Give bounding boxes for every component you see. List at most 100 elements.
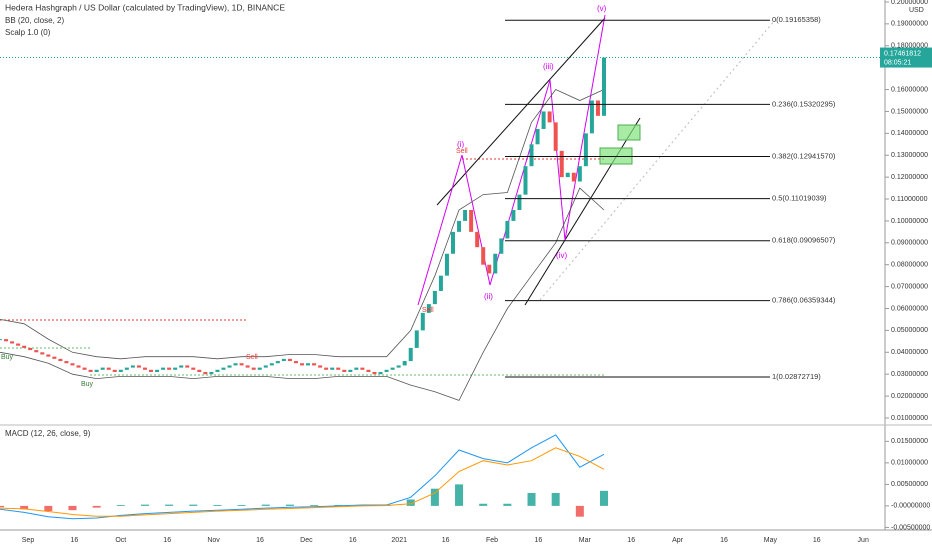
histogram-bar <box>213 505 222 506</box>
candle <box>559 150 564 178</box>
candle <box>16 343 21 346</box>
wave-label: (iii) <box>543 62 554 71</box>
candle <box>589 100 594 134</box>
candle <box>348 369 353 372</box>
y-tick-label: 0.15000000 <box>891 108 928 115</box>
histogram-bar <box>551 492 560 506</box>
candle <box>88 369 93 372</box>
candle <box>414 330 419 348</box>
candle <box>481 247 486 265</box>
fib-label: 0.786(0.06359344) <box>772 296 836 305</box>
histogram-bar <box>455 484 464 506</box>
candle <box>330 367 335 370</box>
y-tick-label: 0.16000000 <box>891 86 928 93</box>
candle <box>233 363 238 366</box>
candle <box>396 365 401 368</box>
candle <box>354 367 359 370</box>
candle <box>451 231 455 254</box>
candle <box>100 367 105 370</box>
x-tick-label: Nov <box>207 537 220 544</box>
candle <box>215 369 220 372</box>
candle <box>511 209 516 221</box>
histogram-bar <box>575 505 584 517</box>
candle <box>179 365 184 368</box>
candle <box>487 264 492 274</box>
candle <box>22 345 27 348</box>
sell-signal: Sell <box>456 148 468 155</box>
candle <box>499 238 504 254</box>
y2-tick-label: 0.00500000 <box>891 481 928 488</box>
candle <box>463 209 468 221</box>
bollinger-band <box>0 89 605 360</box>
y-tick-label: 0.03000000 <box>891 371 928 378</box>
candle <box>130 365 135 368</box>
candle <box>40 352 45 355</box>
x-tick-label: 16 <box>163 537 171 544</box>
wave-label: (i) <box>457 140 464 149</box>
histogram-bar <box>600 490 608 506</box>
y2-tick-label: 0.01000000 <box>891 460 928 467</box>
x-tick-label: Sep <box>22 537 35 544</box>
candle <box>287 358 292 362</box>
indicator-label: Scalp 1.0 (0) <box>5 28 51 37</box>
histogram-bar <box>20 505 29 510</box>
candle <box>209 371 214 375</box>
candle <box>275 361 280 364</box>
candle <box>136 365 141 368</box>
target-box <box>617 124 641 141</box>
fib-label: 0.5(0.11019039) <box>772 194 827 203</box>
histogram-bar <box>527 492 536 506</box>
candle <box>553 122 558 151</box>
candle <box>46 354 51 357</box>
candle <box>571 172 576 182</box>
y-tick-label: 0.04000000 <box>891 349 928 356</box>
candle <box>4 339 9 342</box>
candle <box>523 166 528 195</box>
candle <box>426 304 431 313</box>
x-tick-label: May <box>764 537 778 544</box>
candle <box>155 369 160 372</box>
candle <box>142 367 147 370</box>
x-tick-label: 16 <box>442 537 450 544</box>
macd-title: MACD (12, 26, close, 9) <box>5 429 91 438</box>
x-tick-label: 2021 <box>391 537 407 544</box>
y-tick-label: 0.02000000 <box>891 393 928 400</box>
candle <box>432 290 437 305</box>
currency: USD <box>909 7 924 14</box>
candle <box>197 369 202 372</box>
candle <box>239 363 244 366</box>
trend-line <box>539 19 776 301</box>
y-tick-label: 0.18000000 <box>891 43 928 50</box>
candle <box>149 369 153 372</box>
candle <box>529 144 534 167</box>
candle <box>94 369 99 372</box>
histogram-bar <box>261 504 270 506</box>
candle <box>70 363 75 366</box>
candle <box>457 220 462 232</box>
candle <box>269 363 274 366</box>
signal-line <box>0 447 605 517</box>
y2-tick-label: 0.01500000 <box>891 438 928 445</box>
candle <box>565 172 570 178</box>
y-tick-label: 0.01000000 <box>891 415 928 422</box>
y2-tick-label: -0.00000000 <box>891 503 930 510</box>
wave-labels: (i) (ii) (iii) (iv) (v) <box>457 4 607 301</box>
histogram-bar <box>0 505 4 508</box>
wave-label: (ii) <box>484 292 493 301</box>
histogram-bar <box>165 504 174 506</box>
candle <box>438 275 443 291</box>
y-tick-label: 0.12000000 <box>891 174 928 181</box>
x-tick-label: Mar <box>579 537 592 544</box>
candle <box>0 339 2 341</box>
candle <box>167 367 172 370</box>
candle <box>34 350 39 353</box>
candle <box>185 365 190 368</box>
histogram-bar <box>285 504 294 506</box>
candle <box>203 371 208 375</box>
histogram-bar <box>430 488 439 506</box>
candle <box>306 363 311 366</box>
x-tick-label: 16 <box>535 537 543 544</box>
candle <box>535 128 540 145</box>
fib-label: 0.618(0.09096507) <box>772 236 836 245</box>
